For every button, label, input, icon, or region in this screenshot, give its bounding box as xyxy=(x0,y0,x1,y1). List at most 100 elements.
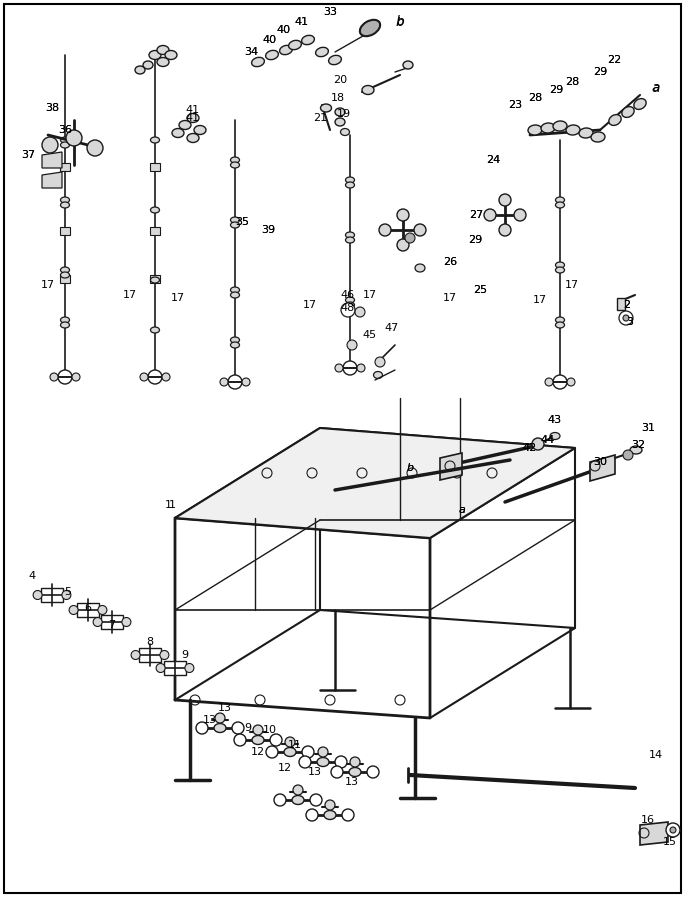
Text: 43: 43 xyxy=(548,415,562,425)
Text: 13: 13 xyxy=(345,777,359,787)
Ellipse shape xyxy=(321,104,332,112)
Bar xyxy=(150,275,160,283)
Ellipse shape xyxy=(187,114,199,123)
Circle shape xyxy=(514,209,526,221)
Circle shape xyxy=(242,378,250,386)
Circle shape xyxy=(499,224,511,236)
Polygon shape xyxy=(42,152,62,168)
Circle shape xyxy=(545,378,553,386)
Circle shape xyxy=(122,617,131,626)
Circle shape xyxy=(666,823,680,837)
Circle shape xyxy=(335,364,343,372)
Text: 29: 29 xyxy=(549,85,563,95)
Circle shape xyxy=(623,315,629,321)
Circle shape xyxy=(310,794,322,806)
Text: 17: 17 xyxy=(171,293,185,303)
Ellipse shape xyxy=(301,35,314,45)
Text: 22: 22 xyxy=(607,55,621,65)
Polygon shape xyxy=(77,603,99,617)
Polygon shape xyxy=(42,172,62,188)
Circle shape xyxy=(156,664,165,673)
Circle shape xyxy=(350,757,360,767)
Ellipse shape xyxy=(292,796,304,805)
Ellipse shape xyxy=(591,132,605,142)
Text: 24: 24 xyxy=(486,155,500,165)
Ellipse shape xyxy=(360,20,380,36)
Ellipse shape xyxy=(230,292,240,298)
Text: 29: 29 xyxy=(468,235,482,245)
Text: 20: 20 xyxy=(333,75,347,85)
Ellipse shape xyxy=(345,237,355,243)
Circle shape xyxy=(232,722,244,734)
Ellipse shape xyxy=(553,121,567,131)
Text: 35: 35 xyxy=(235,217,249,227)
Circle shape xyxy=(69,605,78,614)
Bar xyxy=(617,298,625,310)
Ellipse shape xyxy=(194,126,206,135)
Bar xyxy=(150,163,160,171)
Text: 44: 44 xyxy=(541,435,555,445)
Text: 19: 19 xyxy=(337,109,351,119)
Text: 28: 28 xyxy=(565,77,579,87)
Ellipse shape xyxy=(179,120,191,129)
Circle shape xyxy=(196,722,208,734)
Text: 13: 13 xyxy=(203,715,217,725)
Ellipse shape xyxy=(335,108,345,116)
Text: 6: 6 xyxy=(84,603,92,613)
Circle shape xyxy=(285,737,295,747)
Text: 2: 2 xyxy=(623,300,631,310)
Circle shape xyxy=(160,650,169,659)
Circle shape xyxy=(87,140,103,156)
Ellipse shape xyxy=(528,125,542,135)
Circle shape xyxy=(397,239,409,251)
Text: 17: 17 xyxy=(123,290,137,300)
Text: 17: 17 xyxy=(363,290,377,300)
Text: 32: 32 xyxy=(631,440,645,450)
Text: 40: 40 xyxy=(277,25,291,35)
Circle shape xyxy=(293,785,303,795)
Ellipse shape xyxy=(630,446,642,454)
Text: 41: 41 xyxy=(295,17,309,27)
Text: 17: 17 xyxy=(443,293,457,303)
Polygon shape xyxy=(640,822,668,845)
Ellipse shape xyxy=(340,128,349,135)
Circle shape xyxy=(58,370,72,384)
Text: 26: 26 xyxy=(443,257,457,267)
Text: 28: 28 xyxy=(528,93,542,103)
Ellipse shape xyxy=(60,197,69,203)
Circle shape xyxy=(66,130,82,146)
Circle shape xyxy=(162,373,170,381)
Text: 36: 36 xyxy=(58,125,72,135)
Text: 17: 17 xyxy=(565,280,579,290)
Ellipse shape xyxy=(329,56,341,65)
Ellipse shape xyxy=(345,232,355,238)
Text: 30: 30 xyxy=(593,457,607,467)
Text: 28: 28 xyxy=(565,77,579,87)
Ellipse shape xyxy=(349,768,361,777)
Text: 37: 37 xyxy=(21,150,35,160)
Text: 41: 41 xyxy=(186,113,200,123)
Text: 17: 17 xyxy=(533,295,547,305)
Circle shape xyxy=(215,713,225,723)
Circle shape xyxy=(331,766,343,778)
Text: 33: 33 xyxy=(323,7,337,17)
Text: 17: 17 xyxy=(303,300,317,310)
Circle shape xyxy=(405,233,415,243)
Ellipse shape xyxy=(230,222,240,228)
Text: 41: 41 xyxy=(295,17,309,27)
Circle shape xyxy=(623,450,633,460)
Polygon shape xyxy=(590,455,615,481)
Ellipse shape xyxy=(60,137,69,143)
Bar xyxy=(150,227,160,235)
Bar xyxy=(60,275,70,283)
Ellipse shape xyxy=(230,162,240,168)
Circle shape xyxy=(72,373,80,381)
Text: 38: 38 xyxy=(45,103,59,113)
Text: 11: 11 xyxy=(288,740,302,750)
Ellipse shape xyxy=(60,322,69,328)
Ellipse shape xyxy=(60,202,69,208)
Ellipse shape xyxy=(157,57,169,66)
Text: 16: 16 xyxy=(641,815,655,825)
Text: 17: 17 xyxy=(41,280,55,290)
Text: 9: 9 xyxy=(245,723,251,733)
